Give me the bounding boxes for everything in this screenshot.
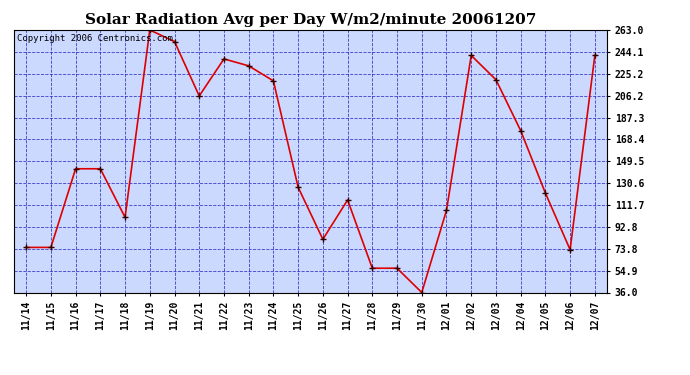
Title: Solar Radiation Avg per Day W/m2/minute 20061207: Solar Radiation Avg per Day W/m2/minute … (85, 13, 536, 27)
Text: Copyright 2006 Centronics.com: Copyright 2006 Centronics.com (17, 34, 172, 43)
